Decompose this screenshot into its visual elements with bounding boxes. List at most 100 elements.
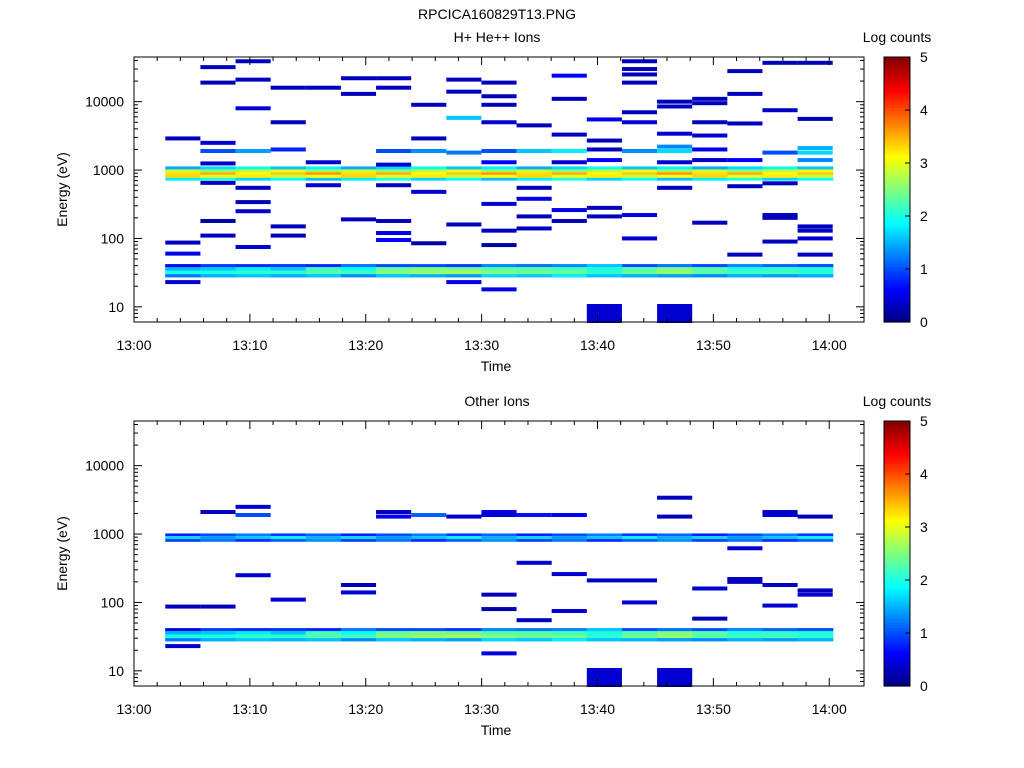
colorbar-frame [883,420,911,687]
heatmap-cell [235,267,272,271]
heatmap-cell [235,270,272,275]
heatmap-cell [516,177,553,181]
heatmap-cell [446,169,482,173]
heatmap-cell [727,158,763,163]
colorbar-segment [884,83,910,87]
colorbar-tick-label: 4 [920,466,928,482]
heatmap-cell [481,169,518,173]
colorbar-segment [884,553,910,557]
colorbar-segment [884,561,910,565]
heatmap-cell [692,169,728,173]
heatmap-cell [376,162,412,167]
heatmap-cell [657,131,693,136]
heatmap-cell [305,183,341,188]
heatmap-cell [200,169,237,173]
heatmap-cell [516,618,552,623]
heatmap-cell [727,579,763,584]
heatmap-cell [270,536,307,539]
colorbar-segment [884,144,910,148]
colorbar-segment [884,221,910,225]
heatmap-cell [692,96,728,101]
colorbar-segment [884,474,910,478]
colorbar-segment [884,537,910,541]
heatmap-cell [446,631,482,635]
colorbar-segment [884,104,910,108]
heatmap-cell [586,303,622,323]
heatmap-cell [551,536,588,539]
colorbar-segment [884,300,910,305]
colorbar-segment [884,125,910,130]
heatmap-cell [446,514,482,519]
heatmap-cell [165,251,201,256]
colorbar-segment [884,123,910,127]
heatmap-cell [516,169,553,173]
colorbar-segment [884,651,910,655]
heatmap-cell [692,634,728,639]
heatmap-cell [727,184,763,189]
colorbar-segment [884,64,910,69]
y-tick-label: 1000 [93,162,124,178]
heatmap-cell [340,174,377,178]
heatmap-cell [551,512,587,517]
colorbar-segment [884,678,910,682]
heatmap-cell [235,538,272,542]
heatmap-cell [727,274,763,278]
heatmap-cell [481,607,517,612]
heatmap-cell [411,538,447,542]
heatmap-cell [235,169,272,173]
heatmap-cell [692,120,728,125]
heatmap-cell [551,533,588,537]
heatmap-cell [270,533,307,537]
heatmap-cell [727,533,763,537]
y-tick-label: 10 [108,663,124,679]
heatmap-cell [235,536,272,539]
heatmap-cell [657,628,693,632]
heatmap-cell [235,634,272,639]
colorbar-tick-label: 3 [920,519,928,535]
heatmap-cell [657,267,693,271]
heatmap-cell [270,85,306,90]
heatmap-cell [692,133,728,138]
heatmap-cell [446,634,482,639]
colorbar-segment [884,426,910,430]
colorbar-segment [884,59,910,63]
heatmap-cell [446,177,482,181]
colorbar-segment [884,569,910,573]
heatmap-cell [270,174,307,178]
heatmap-cell [235,274,272,278]
heatmap-cell [270,631,307,635]
heatmap-cell [235,172,272,175]
heatmap-cell [516,270,553,275]
colorbar-segment [884,70,910,74]
heatmap-cell [551,274,588,278]
heatmap-cell [762,270,799,275]
heatmap-cell [235,185,271,190]
colorbar-segment [884,455,910,459]
colorbar-segment [884,598,910,602]
heatmap-cell [270,634,307,639]
heatmap-cell [376,183,412,188]
heatmap-cell [411,172,447,175]
heatmap-cell [516,174,553,178]
heatmap-cell [621,533,658,537]
colorbar-segment [884,521,910,525]
colorbar-frame [883,56,911,323]
heatmap-cell [376,169,412,173]
colorbar-segment [884,234,910,238]
heatmap-cell [446,166,482,170]
colorbar-segment [884,606,910,610]
heatmap-cell [376,536,412,539]
colorbar-segment [884,654,910,658]
colorbar-tick-label: 0 [920,678,928,694]
heatmap-cell [481,172,518,175]
heatmap-cell [165,280,201,285]
colorbar-segment [884,178,910,183]
heatmap-cell [446,280,482,285]
heatmap-cell [305,166,342,170]
heatmap-cell [376,270,412,275]
heatmap-cell [797,169,834,173]
heatmap-cell [235,512,271,517]
y-axis-label: Energy (eV) [54,152,70,227]
heatmap-cell [376,218,412,223]
colorbar-segment [884,593,910,597]
